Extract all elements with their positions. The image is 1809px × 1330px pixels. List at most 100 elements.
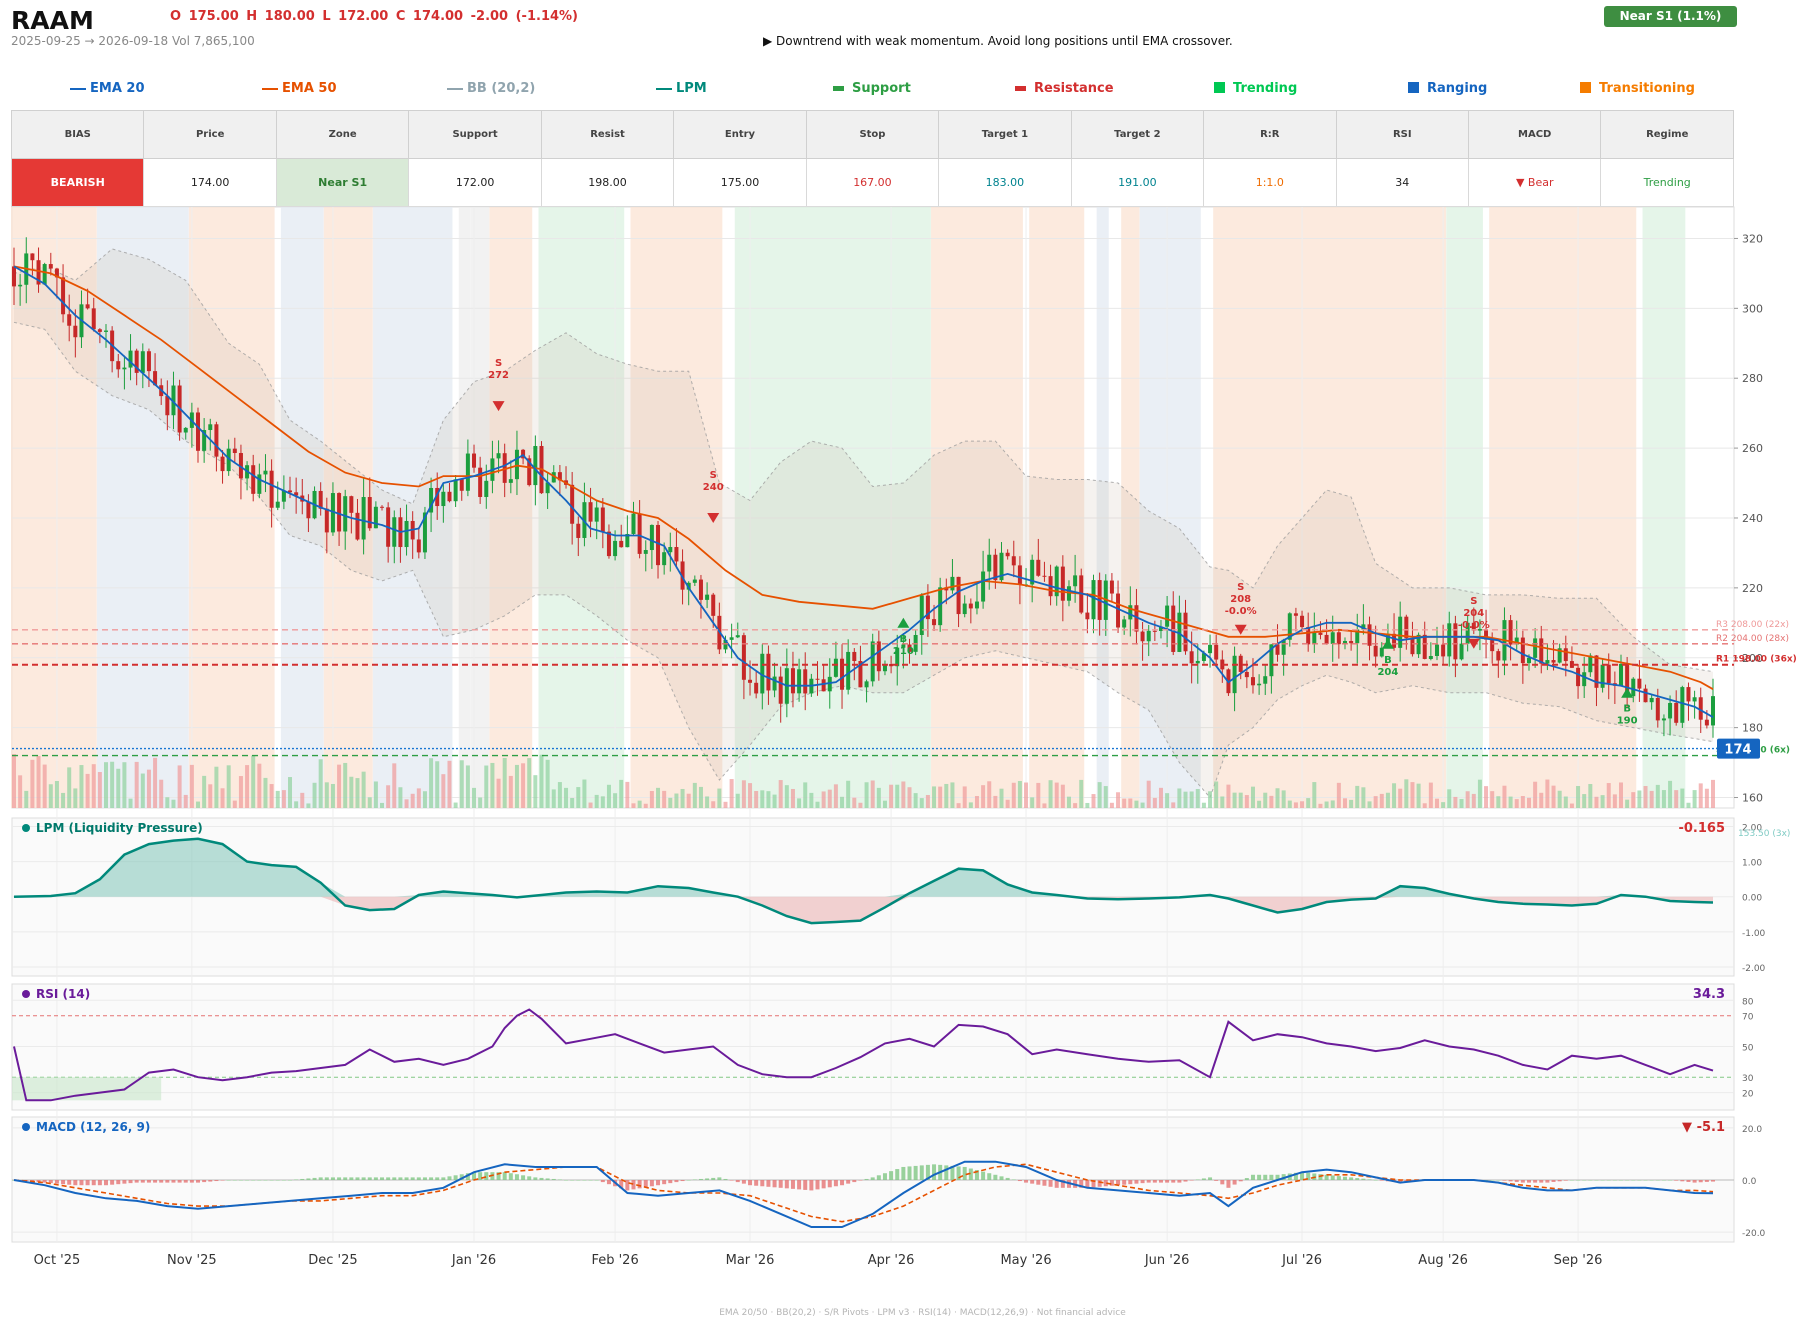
legend-ema50[interactable]: EMA 50 xyxy=(262,81,337,96)
candle-body xyxy=(1545,660,1550,664)
macd-hist-bar xyxy=(36,1180,41,1183)
candle-body xyxy=(1017,565,1022,585)
rsi-line xyxy=(13,1008,1714,1102)
x-axis: Oct '25 Nov '25 Dec '25 Jan '26 Feb '26 Mar '… xyxy=(34,207,1602,1268)
macd-hist-bar xyxy=(1140,1180,1145,1184)
candle-body xyxy=(925,595,930,620)
macd-hist-bar xyxy=(134,1180,139,1183)
volume-bar xyxy=(153,757,158,808)
macd-hist-bar xyxy=(146,1180,151,1183)
volume-bar xyxy=(1410,782,1415,808)
volume-bar xyxy=(1404,779,1409,808)
macd-hist-bar xyxy=(1024,1180,1029,1183)
macd-hist-bar xyxy=(380,1177,385,1180)
volume-bar xyxy=(1655,784,1660,808)
macd-hist-bar xyxy=(797,1180,802,1190)
volume-bar xyxy=(698,786,703,808)
signal-label: S xyxy=(1470,596,1477,607)
signal-pct: -0.0% xyxy=(1458,620,1490,631)
legend-ema20[interactable]: EMA 20 xyxy=(70,81,145,96)
macd-hist-bar xyxy=(748,1180,753,1186)
candle-body xyxy=(1085,612,1090,620)
candle-body xyxy=(97,329,102,332)
macd-hist-bar xyxy=(735,1180,740,1183)
macd-hist-bar xyxy=(1238,1180,1243,1182)
candle-body xyxy=(1275,644,1280,655)
candle-body xyxy=(1404,616,1409,639)
macd-hist-bar xyxy=(1226,1180,1231,1188)
volume-bar xyxy=(1091,794,1096,808)
volume-bar xyxy=(1066,796,1071,808)
macd-hist-bar xyxy=(300,1178,305,1180)
candle-body xyxy=(705,594,710,600)
volume-bar xyxy=(367,797,372,808)
volume-bar xyxy=(1116,792,1121,808)
macd-hist-bar xyxy=(514,1174,519,1180)
macd-hist-bar xyxy=(1557,1180,1562,1182)
legend-transitioning[interactable]: Transitioning xyxy=(1580,81,1695,96)
macd-hist-bar xyxy=(1300,1172,1305,1180)
volume-bar xyxy=(741,780,746,808)
volume-bar xyxy=(803,782,808,808)
candle-body xyxy=(220,456,225,472)
volume-bar xyxy=(821,791,826,808)
volume-bar xyxy=(1244,795,1249,808)
volume-bar xyxy=(97,772,102,808)
header-rr: R:R xyxy=(1203,110,1337,159)
macd-hist-bar xyxy=(1600,1180,1605,1181)
legend-resistance[interactable]: Resistance xyxy=(1015,81,1114,96)
macd-hist-bar xyxy=(122,1180,127,1184)
legend-support[interactable]: Support xyxy=(833,81,911,96)
candle-body xyxy=(527,458,532,486)
x-tick-label: Feb '26 xyxy=(591,1253,638,1268)
legend-ranging[interactable]: Ranging xyxy=(1408,81,1487,96)
volume-bar xyxy=(1171,802,1176,808)
volume-bar xyxy=(870,780,875,808)
signal-label: S xyxy=(1237,582,1244,593)
volume-bar xyxy=(1214,781,1219,808)
header-bias: BIAS xyxy=(10,110,145,159)
volume-bar xyxy=(981,785,986,808)
volume-bar xyxy=(1502,785,1507,808)
header-entry: Entry xyxy=(673,110,807,159)
volume-bar xyxy=(1576,786,1581,808)
volume-bar xyxy=(1711,779,1715,808)
volume-bar xyxy=(140,773,145,808)
volume-bar xyxy=(257,763,262,808)
volume-bar xyxy=(582,779,587,808)
macd-hist-bar xyxy=(1275,1174,1280,1180)
legend-lpm[interactable]: LPM xyxy=(656,81,707,96)
macd-hist-bar xyxy=(1208,1177,1213,1180)
signal-label: S xyxy=(710,470,717,481)
volume-bar xyxy=(453,802,458,808)
macd-hist-bar xyxy=(104,1180,109,1186)
macd-hist-bar xyxy=(1011,1179,1016,1180)
macd-hist-bar xyxy=(1563,1180,1568,1181)
macd-hist-bar xyxy=(582,1180,587,1181)
signal-label: S xyxy=(495,358,502,369)
macd-hist-bar xyxy=(1109,1180,1114,1186)
candle-body xyxy=(465,453,470,491)
candle-body xyxy=(1054,566,1059,597)
header-rsi: RSI xyxy=(1335,110,1469,159)
price-tick-label: 320 xyxy=(1742,232,1763,245)
legend-trending[interactable]: Trending xyxy=(1214,81,1297,96)
lpm-tick-label: -2.00 xyxy=(1742,964,1766,974)
macd-hist-bar xyxy=(754,1180,759,1186)
bollinger-upper xyxy=(13,248,1714,673)
macd-hist-bar xyxy=(1545,1180,1550,1183)
header-target2: Target 2 xyxy=(1070,110,1205,159)
volume-bar xyxy=(1189,791,1194,808)
candle-body xyxy=(1465,622,1470,644)
volume-bar xyxy=(840,796,845,808)
candle-body xyxy=(1158,626,1163,632)
candle-body xyxy=(1459,643,1464,660)
volume-bar xyxy=(1612,794,1617,808)
macd-hist-bar xyxy=(1042,1180,1047,1186)
legend-bb[interactable]: BB (20,2) xyxy=(447,81,535,96)
macd-hist-bar xyxy=(1631,1180,1636,1181)
square-swatch-icon xyxy=(1580,82,1591,93)
macd-hist-bar xyxy=(1250,1174,1255,1180)
